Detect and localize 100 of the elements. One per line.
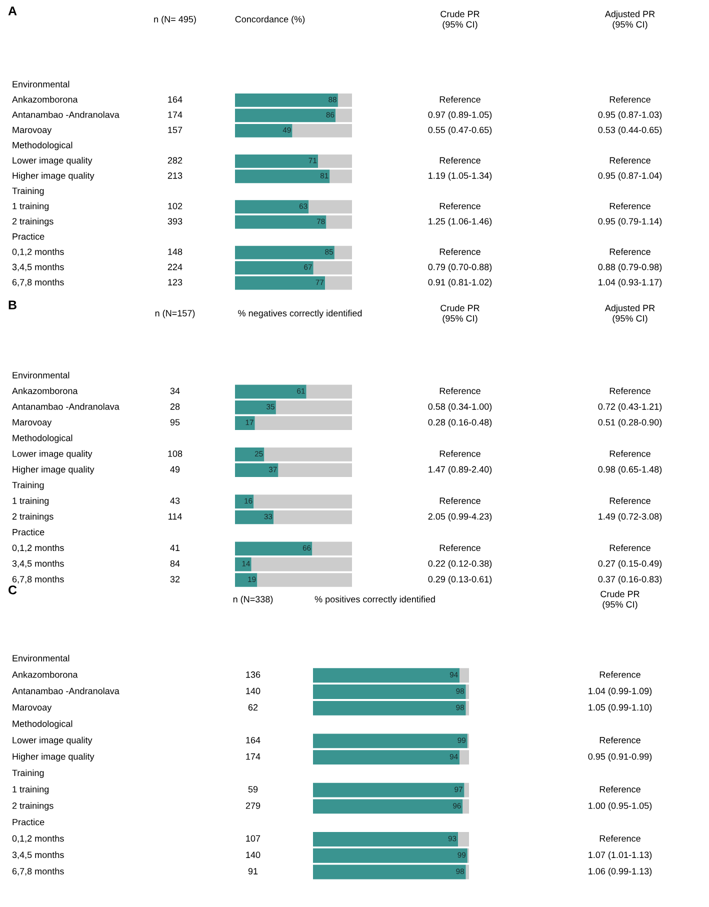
bar [313, 799, 463, 814]
y-tick-label: Practice [12, 528, 44, 536]
bar [235, 200, 309, 214]
bar [313, 668, 460, 683]
text: 140 [246, 688, 260, 694]
text: 34 [170, 388, 180, 394]
text: 0.37 (0.16-0.83) [598, 576, 662, 584]
y-tick-label: Environmental [12, 80, 70, 88]
y-tick-label: Ankazomborona [12, 671, 78, 678]
text: 32 [170, 576, 180, 582]
y-tick-label: 6,7,8 months [12, 278, 64, 286]
text: 107 [246, 835, 260, 842]
bar [336, 108, 352, 122]
bar [274, 510, 352, 524]
text: Adjusted PR (95% CI) [604, 304, 655, 324]
text: 0.55 (0.47-0.65) [428, 126, 492, 135]
bar [313, 261, 352, 274]
text: Reference [610, 156, 650, 164]
text: Reference [440, 544, 480, 552]
text: 0.27 (0.15-0.49) [598, 560, 662, 569]
text: 0.29 (0.13-0.61) [428, 576, 492, 584]
y-tick-label: 6,7,8 months [12, 868, 64, 876]
bar [312, 542, 352, 556]
text: C [8, 586, 17, 594]
text: 91 [248, 868, 258, 874]
y-tick-label: 6,7,8 months [12, 576, 64, 584]
text: Reference [610, 248, 650, 255]
y-tick-label: Practice [12, 818, 44, 826]
bar [235, 384, 306, 399]
text: Reference [600, 786, 640, 792]
y-tick-label: 2 trainings [12, 513, 54, 522]
y-tick-label: 3,4,5 months [12, 560, 64, 568]
text: 1.04 (0.93-1.17) [598, 278, 662, 288]
bar [235, 124, 292, 138]
bar [313, 848, 468, 863]
text: 0.72 (0.43-1.21) [598, 403, 662, 412]
text: 43 [170, 498, 180, 504]
text: 1.07 (1.01-1.13) [588, 851, 652, 860]
text: 282 [168, 157, 182, 164]
text: Reference [440, 248, 480, 255]
bar [338, 94, 352, 107]
text: Reference [610, 387, 650, 394]
y-tick-label: Higher image quality [12, 466, 94, 474]
y-tick-label: Marovoay [12, 126, 52, 135]
text: 140 [246, 852, 260, 858]
bar [235, 557, 252, 572]
y-tick-label: Environmental [12, 372, 70, 378]
text: 157 [168, 126, 182, 134]
text: 59 [248, 786, 258, 792]
y-tick-label: Methodological [12, 720, 72, 729]
text: Crude PR (95% CI) [440, 10, 480, 30]
bar [235, 108, 336, 122]
text: 279 [246, 802, 260, 809]
bar [235, 215, 326, 229]
bar [313, 750, 460, 765]
y-tick-label: Lower image quality [12, 736, 92, 746]
bar [254, 494, 352, 508]
bar [326, 215, 352, 229]
text: 108 [168, 450, 182, 457]
text: 393 [168, 218, 182, 224]
x-axis-title: Concordance (%) [235, 16, 305, 24]
text: 148 [168, 248, 182, 255]
y-tick-label: 2 trainings [12, 218, 54, 226]
y-tick-label: 3,4,5 months [12, 264, 64, 272]
text: 0.91 (0.81-1.02) [428, 278, 492, 288]
text: 0.22 (0.12-0.38) [428, 560, 492, 569]
text: Adjusted PR (95% CI) [604, 10, 655, 30]
y-tick-label: Lower image quality [12, 156, 92, 166]
bar [313, 782, 464, 798]
text: 0.95 (0.87-1.03) [598, 111, 662, 120]
bar [235, 261, 314, 274]
text: 213 [168, 172, 182, 179]
text: 0.58 (0.34-1.00) [428, 403, 492, 412]
bar [334, 246, 352, 260]
bar [235, 246, 334, 260]
y-tick-label: Environmental [12, 654, 70, 662]
bar [235, 573, 258, 587]
y-tick-label: Higher image quality [12, 753, 94, 762]
y-tick-label: 1 training [12, 786, 49, 794]
bar [306, 384, 352, 399]
text: Reference [610, 544, 650, 552]
text: Reference [610, 96, 650, 103]
text: Reference [440, 156, 480, 164]
y-tick-label: Antanambao -Andranolava [12, 403, 120, 410]
text: 164 [168, 96, 182, 103]
text: 0.53 (0.44-0.65) [598, 126, 662, 135]
y-tick-label: 1 training [12, 202, 49, 212]
text: n (N=338) [233, 596, 273, 604]
text: 84 [170, 560, 180, 567]
text: 174 [168, 112, 182, 118]
text: 1.04 (0.99-1.09) [588, 688, 652, 696]
text: 41 [170, 544, 180, 551]
text: 95 [170, 419, 180, 426]
y-tick-label: 0,1,2 months [12, 835, 64, 843]
text: Crude PR (95% CI) [600, 590, 640, 610]
y-tick-label: 0,1,2 months [12, 248, 64, 256]
text: 123 [168, 279, 182, 286]
y-tick-label: Marovoay [12, 419, 52, 428]
bar [235, 510, 274, 524]
bar [325, 276, 352, 290]
